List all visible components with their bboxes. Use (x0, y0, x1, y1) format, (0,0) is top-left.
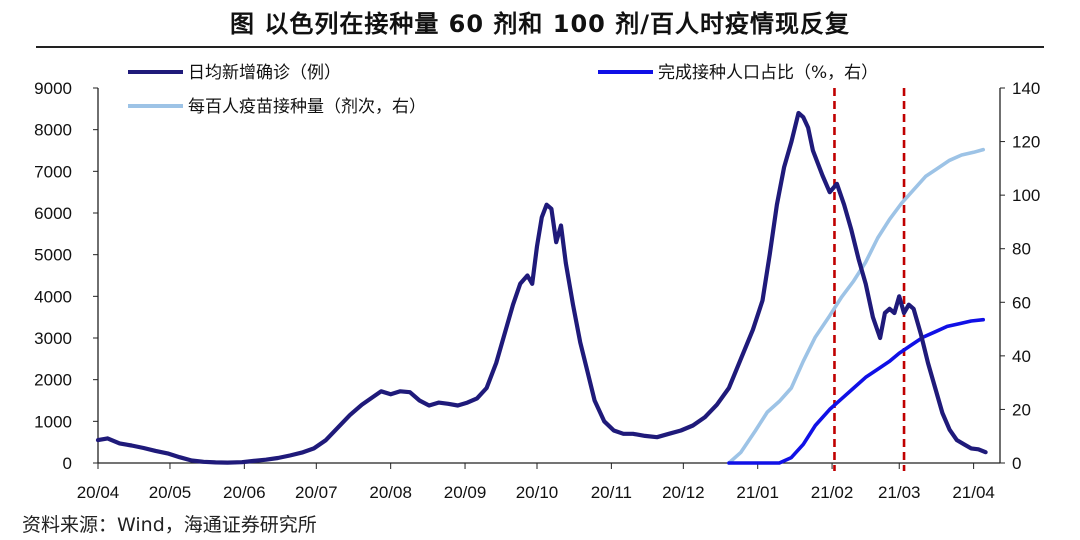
x-tick-label: 20/06 (223, 483, 266, 502)
legend-label: 每百人疫苗接种量（剂次，右） (188, 97, 426, 117)
x-tick-label: 20/07 (295, 483, 338, 502)
y-right-tick-label: 0 (1012, 454, 1021, 473)
legend-label: 完成接种人口占比（%，右） (658, 63, 878, 83)
y-right-tick-label: 140 (1012, 79, 1040, 98)
y-right-tick-label: 20 (1012, 400, 1031, 419)
x-tick-label: 21/01 (736, 483, 779, 502)
daily-cases-line (95, 110, 988, 465)
x-tick-label: 21/02 (811, 483, 854, 502)
y-left-tick-label: 5000 (34, 246, 72, 265)
x-tick-label: 20/12 (662, 483, 705, 502)
fully-vaccinated-share-line (727, 317, 985, 465)
x-tick-label: 21/03 (878, 483, 921, 502)
y-right-tick-label: 60 (1012, 293, 1031, 312)
source-note: 资料来源：Wind，海通证券研究所 (22, 514, 317, 536)
legend-doses-per-hundred: 每百人疫苗接种量（剂次，右） (128, 97, 426, 117)
y-left-tick-label: 8000 (34, 121, 72, 140)
y-right-tick-label: 80 (1012, 240, 1031, 259)
y-left-tick-label: 4000 (34, 287, 72, 306)
x-tick-label: 20/10 (516, 483, 559, 502)
doses-per-hundred-line (727, 147, 985, 465)
y-left-tick-label: 6000 (34, 204, 72, 223)
y-left-tick-label: 1000 (34, 412, 72, 431)
title-rule (36, 46, 1044, 48)
x-tick-label: 21/04 (952, 483, 995, 502)
x-tick-label: 20/05 (149, 483, 192, 502)
y-right-tick-label: 40 (1012, 347, 1031, 366)
x-tick-label: 20/04 (77, 483, 120, 502)
y-left-tick-label: 0 (63, 454, 72, 473)
y-right-tick-label: 120 (1012, 133, 1040, 152)
x-tick-label: 20/08 (369, 483, 412, 502)
chart-title: 图 以色列在接种量 60 剂和 100 剂/百人时疫情现反复 (229, 10, 851, 38)
legend-fully-vaccinated: 完成接种人口占比（%，右） (598, 63, 878, 83)
legend-label: 日均新增确诊（例） (188, 63, 341, 83)
x-tick-label: 20/11 (591, 483, 632, 502)
y-left-tick-label: 2000 (34, 371, 72, 390)
y-right-tick-label: 100 (1012, 186, 1040, 205)
y-left-tick-label: 7000 (34, 162, 72, 181)
legend-daily-cases: 日均新增确诊（例） (128, 63, 341, 83)
y-left-tick-label: 3000 (34, 329, 72, 348)
y-left-tick-label: 9000 (34, 79, 72, 98)
x-tick-label: 20/09 (444, 483, 487, 502)
